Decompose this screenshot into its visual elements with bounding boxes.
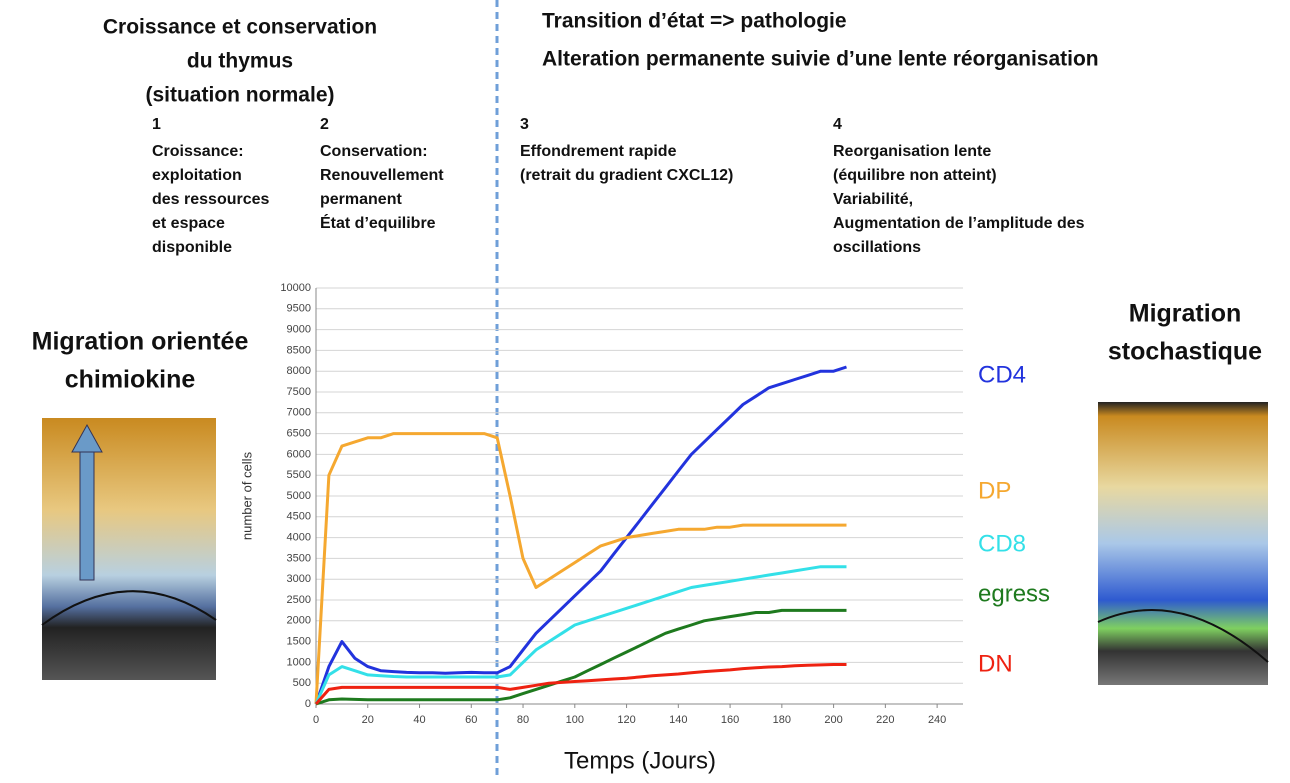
right-label: Migration — [1129, 300, 1242, 328]
x-axis-label: Temps (Jours) — [564, 747, 716, 774]
phase-text: (retrait du gradient CXCL12) — [520, 167, 733, 184]
y-tick-label: 7000 — [287, 407, 311, 419]
phase-text: oscillations — [833, 239, 921, 256]
y-tick-label: 2500 — [287, 594, 311, 606]
x-tick-label: 80 — [517, 714, 529, 726]
series-line — [315, 608, 847, 706]
phase-text: et espace — [152, 215, 225, 232]
phase-text: Variabilité, — [833, 191, 913, 208]
left-image — [42, 418, 216, 680]
left-heading: Croissance et conservation — [103, 16, 377, 39]
phase-text: Renouvellement — [320, 167, 444, 184]
phase-number: 3 — [520, 116, 529, 133]
y-tick-label: 3000 — [287, 573, 311, 585]
x-tick-label: 140 — [669, 714, 687, 726]
y-tick-label: 5500 — [287, 469, 311, 481]
y-tick-label: 7500 — [287, 386, 311, 398]
series-label: DP — [978, 477, 1011, 504]
y-tick-label: 1000 — [287, 656, 311, 668]
x-tick-label: 40 — [413, 714, 425, 726]
left-label: Migration orientée — [32, 328, 249, 356]
series-label: egress — [978, 580, 1050, 607]
series-line — [314, 432, 847, 705]
y-tick-label: 6000 — [287, 448, 311, 460]
left-image-arrow — [79, 449, 95, 581]
series-line — [314, 663, 847, 705]
series-line — [314, 365, 847, 705]
series-label: CD4 — [978, 361, 1026, 388]
phase-text: (équilibre non atteint) — [833, 167, 997, 184]
phase-number: 1 — [152, 116, 161, 133]
y-tick-label: 3500 — [287, 552, 311, 564]
series-line — [314, 565, 847, 705]
y-tick-label: 4000 — [287, 532, 311, 544]
y-axis-label: number of cells — [239, 451, 254, 540]
x-tick-label: 220 — [876, 714, 894, 726]
phase-text: des ressources — [152, 191, 270, 208]
phase-text: Effondrement rapide — [520, 143, 677, 160]
y-tick-label: 6500 — [287, 428, 311, 440]
left-label: chimiokine — [65, 366, 196, 394]
left-heading: du thymus — [187, 50, 293, 73]
left-heading: (situation normale) — [145, 84, 334, 107]
phase-text: Augmentation de l’amplitude des — [833, 215, 1085, 232]
phase-text: État d’equilibre — [320, 213, 436, 232]
right-heading: Alteration permanente suivie d’une lente… — [542, 48, 1099, 71]
y-tick-label: 500 — [293, 677, 311, 689]
y-tick-label: 2000 — [287, 615, 311, 627]
y-tick-label: 4500 — [287, 511, 311, 523]
x-tick-label: 20 — [362, 714, 374, 726]
x-tick-label: 0 — [313, 714, 319, 726]
y-tick-label: 8500 — [287, 344, 311, 356]
y-tick-label: 10000 — [280, 282, 311, 294]
y-tick-label: 8000 — [287, 365, 311, 377]
phase-text: exploitation — [152, 167, 242, 184]
x-tick-label: 100 — [566, 714, 584, 726]
right-label: stochastique — [1108, 338, 1262, 366]
phase-text: permanent — [320, 191, 402, 208]
x-tick-label: 180 — [773, 714, 791, 726]
phase-text: Croissance: — [152, 143, 244, 160]
y-tick-label: 0 — [305, 698, 311, 710]
y-tick-label: 9500 — [287, 303, 311, 315]
phase-text: Reorganisation lente — [833, 143, 991, 160]
y-tick-label: 1500 — [287, 636, 311, 648]
phase-text: disponible — [152, 239, 232, 256]
left-image-arrowhead — [71, 423, 103, 453]
plot: 0500100015002000250030003500400045005000… — [239, 282, 1050, 774]
left-image-curve — [41, 590, 217, 626]
right-image — [1098, 402, 1268, 685]
y-tick-label: 9000 — [287, 324, 311, 336]
x-tick-label: 240 — [928, 714, 946, 726]
x-tick-label: 120 — [617, 714, 635, 726]
right-heading: Transition d’état => pathologie — [542, 10, 847, 33]
series-label: CD8 — [978, 530, 1026, 557]
right-image-curve — [1097, 609, 1269, 663]
y-tick-label: 5000 — [287, 490, 311, 502]
x-tick-label: 200 — [824, 714, 842, 726]
x-tick-label: 160 — [721, 714, 739, 726]
x-tick-label: 60 — [465, 714, 477, 726]
phase-number: 4 — [833, 116, 842, 133]
series-label: DN — [978, 650, 1013, 677]
phase-number: 2 — [320, 116, 329, 133]
phase-text: Conservation: — [320, 143, 428, 160]
